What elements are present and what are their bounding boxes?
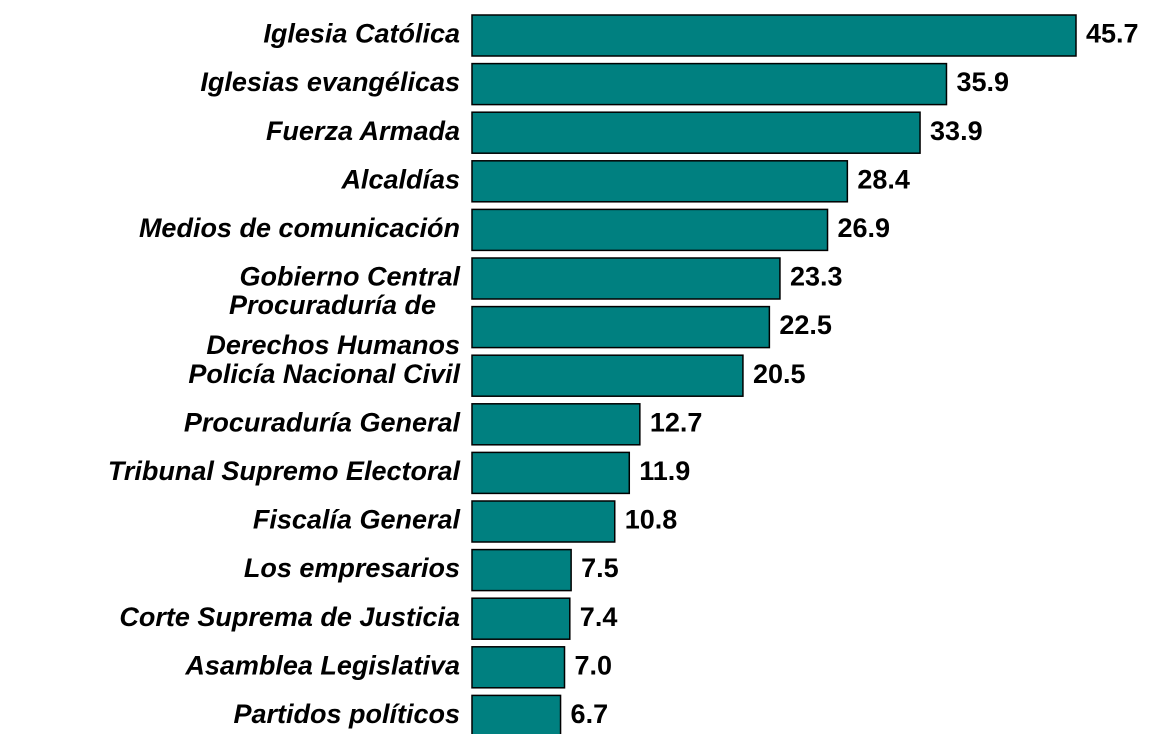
- bar: [471, 160, 849, 203]
- value-label: 20.5: [753, 359, 806, 389]
- category-label: Medios de comunicación: [139, 213, 460, 243]
- category-label: Corte Suprema de Justicia: [119, 602, 460, 632]
- bar: [471, 597, 571, 640]
- bar: [471, 646, 566, 689]
- bar: [471, 62, 948, 106]
- category-label: Policía Nacional Civil: [188, 359, 460, 389]
- bar: [471, 257, 781, 300]
- category-label: Iglesia Católica: [263, 19, 460, 49]
- value-label: 22.5: [779, 310, 832, 340]
- category-label: Tribunal Supremo Electoral: [108, 456, 461, 486]
- value-label: 11.9: [639, 456, 690, 486]
- category-label: Los empresarios: [244, 553, 460, 583]
- value-label: 23.3: [790, 262, 843, 292]
- bar: [471, 111, 921, 154]
- bar: [471, 694, 562, 734]
- value-label: 35.9: [956, 67, 1009, 97]
- bar: [471, 208, 829, 252]
- bar: [471, 403, 641, 446]
- category-label: Fuerza Armada: [266, 116, 460, 146]
- category-label: Partidos políticos: [233, 699, 460, 729]
- category-label: Alcaldías: [340, 164, 460, 194]
- value-label: 28.4: [857, 164, 910, 194]
- bar: [471, 14, 1077, 57]
- value-label: 7.4: [580, 602, 618, 632]
- category-label: Procuraduría General: [184, 407, 461, 437]
- value-label: 12.7: [650, 407, 703, 437]
- category-label: Gobierno Central: [239, 262, 460, 292]
- bar: [471, 548, 572, 592]
- bar: [471, 451, 631, 495]
- value-label: 33.9: [930, 116, 983, 146]
- category-label: Procuraduría de Derechos Humanos: [206, 290, 460, 360]
- value-label: 26.9: [838, 213, 891, 243]
- bar: [471, 305, 771, 349]
- value-label: 7.0: [575, 650, 613, 680]
- bar: [471, 500, 616, 543]
- category-label: Iglesias evangélicas: [200, 67, 460, 97]
- category-label: Fiscalía General: [253, 505, 461, 535]
- bar: [471, 354, 744, 397]
- category-label: Asamblea Legislativa: [184, 650, 460, 680]
- value-label: 7.5: [581, 553, 619, 583]
- value-label: 45.7: [1086, 19, 1139, 49]
- value-label: 10.8: [625, 505, 678, 535]
- value-label: 6.7: [571, 699, 609, 729]
